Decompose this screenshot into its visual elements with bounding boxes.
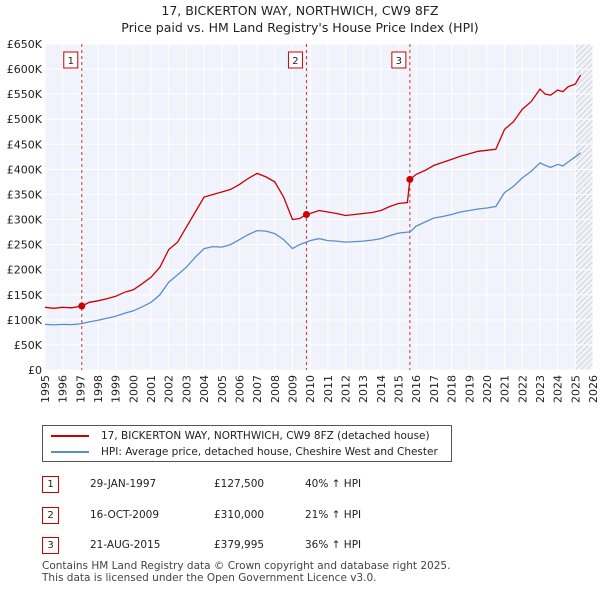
x-tick-label: 2022 <box>516 375 529 403</box>
legend-label-property: 17, BICKERTON WAY, NORTHWICH, CW9 8FZ (d… <box>101 430 430 442</box>
y-tick-label: £300K <box>7 214 43 227</box>
y-tick-label: £250K <box>7 239 43 252</box>
transaction-hpi-change: 36% ↑ HPI <box>305 539 362 551</box>
transaction-point <box>78 302 86 310</box>
x-tick-label: 2016 <box>410 375 423 403</box>
x-tick-label: 2024 <box>552 375 565 403</box>
y-tick-label: £650K <box>7 38 43 51</box>
transaction-date: 29-JAN-1997 <box>90 478 157 490</box>
plot-background <box>45 44 593 370</box>
y-tick-label: £350K <box>7 188 43 201</box>
legend-swatch-hpi <box>51 451 89 453</box>
x-tick-label: 2019 <box>463 375 476 403</box>
x-tick-label: 2023 <box>534 375 547 403</box>
transaction-marker-label: 3 <box>396 56 402 67</box>
x-tick-label: 1998 <box>92 375 105 403</box>
x-tick-label: 2006 <box>233 375 246 403</box>
x-tick-label: 2001 <box>145 375 158 403</box>
y-tick-label: £500K <box>7 113 43 126</box>
x-tick-label: 2025 <box>569 375 582 403</box>
x-tick-label: 2015 <box>393 375 406 403</box>
x-tick-label: 2013 <box>357 375 370 403</box>
x-tick-label: 2018 <box>446 375 459 403</box>
x-tick-label: 2020 <box>481 375 494 403</box>
transaction-hpi-change: 40% ↑ HPI <box>305 478 362 490</box>
y-tick-label: £550K <box>7 88 43 101</box>
chart-title: 17, BICKERTON WAY, NORTHWICH, CW9 8FZ <box>161 3 439 18</box>
x-tick-label: 2003 <box>180 375 193 403</box>
x-tick-label: 1999 <box>110 375 123 403</box>
y-tick-label: £200K <box>7 264 43 277</box>
transaction-marker-label: 2 <box>292 56 298 67</box>
chart-subtitle: Price paid vs. HM Land Registry's House … <box>121 20 479 35</box>
transaction-price: £379,995 <box>214 539 265 551</box>
x-tick-label: 1997 <box>74 375 87 403</box>
x-tick-label: 2009 <box>286 375 299 403</box>
transaction-point <box>302 211 310 219</box>
hpi-line <box>44 152 581 326</box>
transaction-number-badge: 3 <box>42 537 59 554</box>
property-price-line <box>44 74 582 309</box>
y-tick-label: £50K <box>14 339 43 352</box>
legend-item-hpi: HPI: Average price, detached house, Ches… <box>51 444 438 460</box>
transaction-marker-label: 1 <box>68 56 74 67</box>
transaction-date: 21-AUG-2015 <box>90 539 161 551</box>
transaction-number-badge: 2 <box>42 507 59 524</box>
footer-copyright: Contains HM Land Registry data © Crown c… <box>42 560 451 572</box>
transaction-marker-box <box>391 51 407 69</box>
y-tick-label: £400K <box>7 163 43 176</box>
legend-label-hpi: HPI: Average price, detached house, Ches… <box>101 446 438 458</box>
table-row: 2 16-OCT-2009 £310,000 21% ↑ HPI <box>42 506 442 526</box>
x-tick-label: 1996 <box>57 375 70 403</box>
y-tick-label: £0 <box>28 364 42 377</box>
table-row: 1 29-JAN-1997 £127,500 40% ↑ HPI <box>42 475 442 495</box>
y-tick-label: £100K <box>7 314 43 327</box>
x-tick-label: 1995 <box>39 375 52 403</box>
x-tick-label: 2011 <box>322 375 335 403</box>
transaction-price: £127,500 <box>214 478 265 490</box>
transaction-date: 16-OCT-2009 <box>90 509 159 521</box>
footer: Contains HM Land Registry data © Crown c… <box>42 560 450 584</box>
x-tick-label: 2002 <box>163 375 176 403</box>
transaction-marker-box <box>63 51 79 69</box>
legend-item-property: 17, BICKERTON WAY, NORTHWICH, CW9 8FZ (d… <box>51 428 430 444</box>
x-tick-label: 2005 <box>216 375 229 403</box>
x-tick-label: 2010 <box>304 375 317 403</box>
x-tick-label: 2007 <box>251 375 264 403</box>
x-tick-label: 2012 <box>340 375 353 403</box>
transaction-point <box>406 175 414 183</box>
transaction-hpi-change: 21% ↑ HPI <box>305 509 362 521</box>
x-tick-label: 2026 <box>587 375 600 403</box>
x-tick-label: 2004 <box>198 375 211 403</box>
x-tick-label: 2017 <box>428 375 441 403</box>
y-tick-label: £450K <box>7 138 43 151</box>
price-chart: £0 £50K £100K £150K £200K £250K £300K £350K £400… <box>7 38 600 403</box>
y-tick-label: £150K <box>7 289 43 302</box>
footer-licence: This data is licensed under the Open Gov… <box>42 572 377 584</box>
forecast-hatch-region <box>575 44 593 370</box>
table-row: 3 21-AUG-2015 £379,995 36% ↑ HPI <box>42 536 442 556</box>
transaction-marker-box <box>287 51 303 69</box>
transaction-price: £310,000 <box>214 509 265 521</box>
transaction-number-badge: 1 <box>42 476 59 493</box>
x-tick-label: 2000 <box>127 375 140 403</box>
x-tick-label: 2008 <box>269 375 282 403</box>
legend-swatch-property <box>51 435 89 437</box>
legend: 17, BICKERTON WAY, NORTHWICH, CW9 8FZ (d… <box>42 425 452 462</box>
y-tick-label: £600K <box>7 63 43 76</box>
x-tick-label: 2021 <box>499 375 512 403</box>
x-tick-label: 2014 <box>375 375 388 403</box>
